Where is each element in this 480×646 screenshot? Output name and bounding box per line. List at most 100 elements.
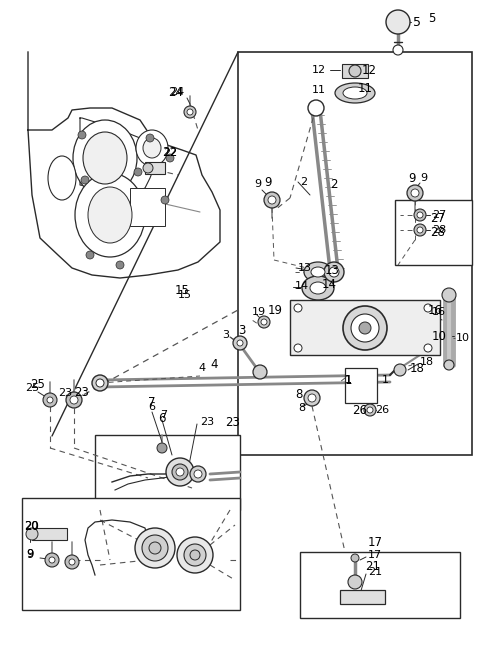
Text: 5: 5 [413, 16, 421, 28]
Circle shape [194, 470, 202, 478]
Ellipse shape [304, 262, 332, 282]
Text: 1: 1 [345, 375, 351, 385]
Circle shape [414, 224, 426, 236]
Ellipse shape [83, 132, 127, 184]
Circle shape [81, 176, 89, 184]
Circle shape [304, 390, 320, 406]
Circle shape [187, 109, 193, 115]
Circle shape [417, 227, 423, 233]
Text: 12: 12 [362, 63, 377, 76]
Circle shape [26, 528, 38, 540]
Text: 16: 16 [428, 304, 443, 317]
Circle shape [351, 554, 359, 562]
Text: 3: 3 [222, 330, 229, 340]
Text: 21: 21 [365, 559, 380, 572]
Circle shape [308, 100, 324, 116]
Text: 4: 4 [210, 359, 217, 371]
Ellipse shape [335, 83, 375, 103]
Circle shape [184, 106, 196, 118]
Bar [345, 368, 377, 403]
Text: 21: 21 [368, 567, 382, 577]
Text: 12: 12 [312, 65, 326, 75]
Ellipse shape [310, 282, 326, 294]
Circle shape [348, 575, 362, 589]
Text: 25: 25 [30, 379, 45, 391]
Circle shape [424, 304, 432, 312]
Text: 22: 22 [163, 148, 177, 158]
Bar [22, 498, 240, 610]
Text: 11: 11 [358, 81, 373, 94]
Text: 1: 1 [345, 375, 352, 385]
Circle shape [359, 322, 371, 334]
Bar [342, 64, 368, 78]
Circle shape [96, 379, 104, 387]
Circle shape [134, 168, 142, 176]
Circle shape [407, 185, 423, 201]
Text: 28: 28 [432, 225, 446, 235]
Text: 26: 26 [375, 405, 389, 415]
Bar [95, 435, 240, 510]
Circle shape [294, 304, 302, 312]
Text: 20: 20 [24, 519, 39, 532]
Text: 2: 2 [300, 177, 307, 187]
Circle shape [70, 396, 78, 404]
Circle shape [190, 466, 206, 482]
Text: 14: 14 [322, 278, 337, 291]
Circle shape [308, 394, 316, 402]
Text: 27: 27 [432, 210, 446, 220]
Text: 6: 6 [158, 412, 166, 424]
Text: 11: 11 [312, 85, 326, 95]
Text: 8: 8 [298, 403, 305, 413]
Circle shape [149, 542, 161, 554]
Ellipse shape [48, 156, 76, 200]
Text: 23: 23 [200, 417, 214, 427]
Ellipse shape [343, 87, 367, 99]
Circle shape [146, 134, 154, 142]
Bar [145, 162, 165, 174]
Circle shape [329, 267, 339, 277]
Text: 15: 15 [175, 284, 190, 297]
Text: 10: 10 [456, 333, 470, 343]
Circle shape [66, 392, 82, 408]
Circle shape [176, 468, 184, 476]
Text: 9: 9 [420, 173, 427, 183]
Text: 25: 25 [25, 383, 39, 393]
Text: 5: 5 [428, 12, 435, 25]
Ellipse shape [136, 130, 168, 166]
Circle shape [78, 131, 86, 139]
Circle shape [393, 45, 403, 55]
Text: 7: 7 [160, 410, 167, 420]
Ellipse shape [143, 138, 161, 158]
Text: 4: 4 [198, 363, 205, 373]
Text: 28: 28 [430, 225, 445, 238]
Circle shape [424, 344, 432, 352]
Circle shape [364, 404, 376, 416]
Bar [340, 590, 385, 604]
Text: 23: 23 [74, 386, 89, 399]
Circle shape [444, 360, 454, 370]
Text: 13: 13 [298, 263, 312, 273]
Text: 9: 9 [264, 176, 272, 189]
Circle shape [190, 550, 200, 560]
Circle shape [253, 365, 267, 379]
Text: 23: 23 [58, 388, 72, 398]
Circle shape [386, 10, 410, 34]
Circle shape [261, 319, 267, 325]
Circle shape [417, 212, 423, 218]
Text: 1: 1 [382, 375, 389, 385]
Text: 9: 9 [26, 549, 33, 559]
Text: 9: 9 [254, 179, 261, 189]
Circle shape [86, 251, 94, 259]
Ellipse shape [311, 267, 325, 277]
Text: 9: 9 [408, 171, 416, 185]
Circle shape [411, 189, 419, 197]
Circle shape [351, 314, 379, 342]
Circle shape [258, 316, 270, 328]
Circle shape [268, 196, 276, 204]
Text: 8: 8 [295, 388, 302, 402]
Ellipse shape [88, 187, 132, 243]
Text: 16: 16 [432, 307, 446, 317]
Text: 19: 19 [252, 307, 266, 317]
Circle shape [157, 443, 167, 453]
Circle shape [65, 555, 79, 569]
